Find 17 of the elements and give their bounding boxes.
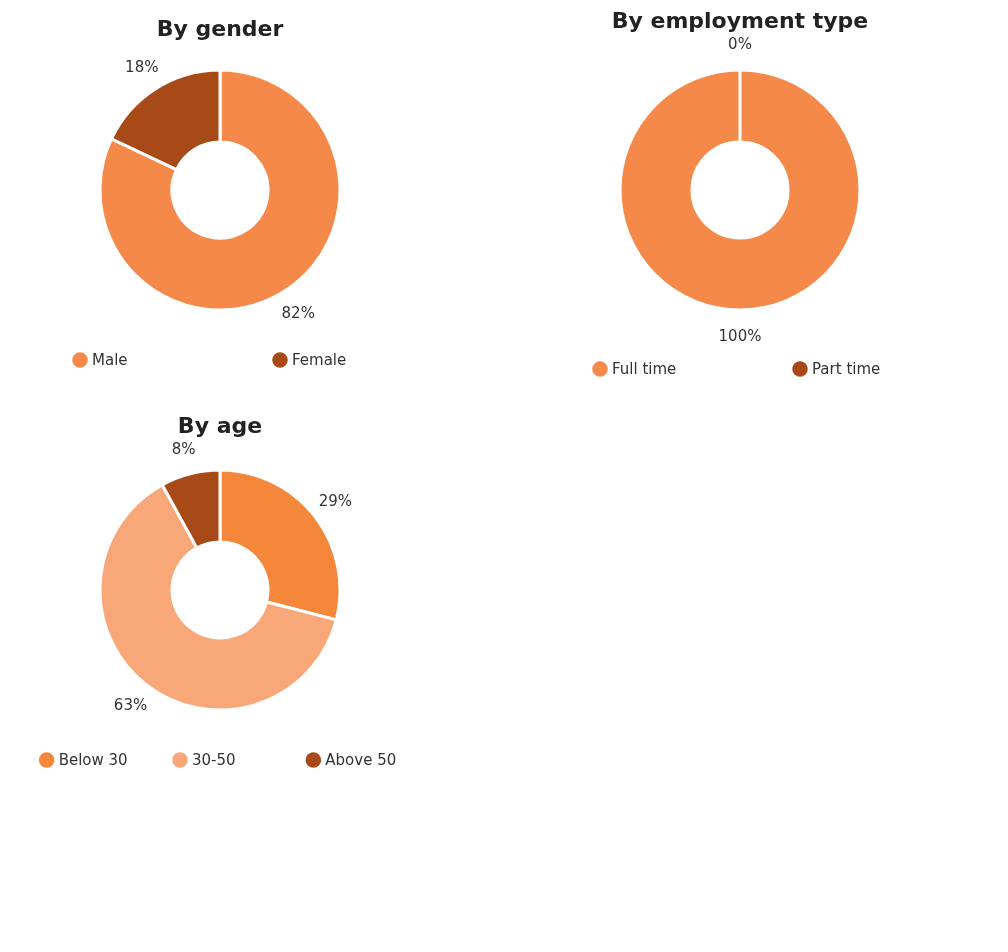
chart-title: By gender: [156, 16, 284, 41]
data-label: 82%: [281, 304, 315, 323]
legend-label: Male: [92, 351, 128, 369]
data-label: 18%: [125, 57, 159, 76]
chart-title: By employment type: [611, 8, 869, 33]
text: 0%: [728, 35, 752, 53]
data-label: 8%: [171, 439, 196, 458]
data-label: 29%: [318, 491, 353, 510]
chart-title: By age: [177, 412, 263, 438]
legend-label: Full time: [612, 360, 677, 378]
legend-label: Above 50: [325, 751, 397, 769]
legend-label: Female: [292, 351, 347, 369]
legend-label: Below 30: [58, 751, 128, 769]
data-label: 63%: [113, 696, 148, 715]
legend-label: Part time: [812, 360, 881, 378]
legend-label: 30-50: [192, 751, 236, 769]
data-label: 100%: [718, 327, 762, 345]
